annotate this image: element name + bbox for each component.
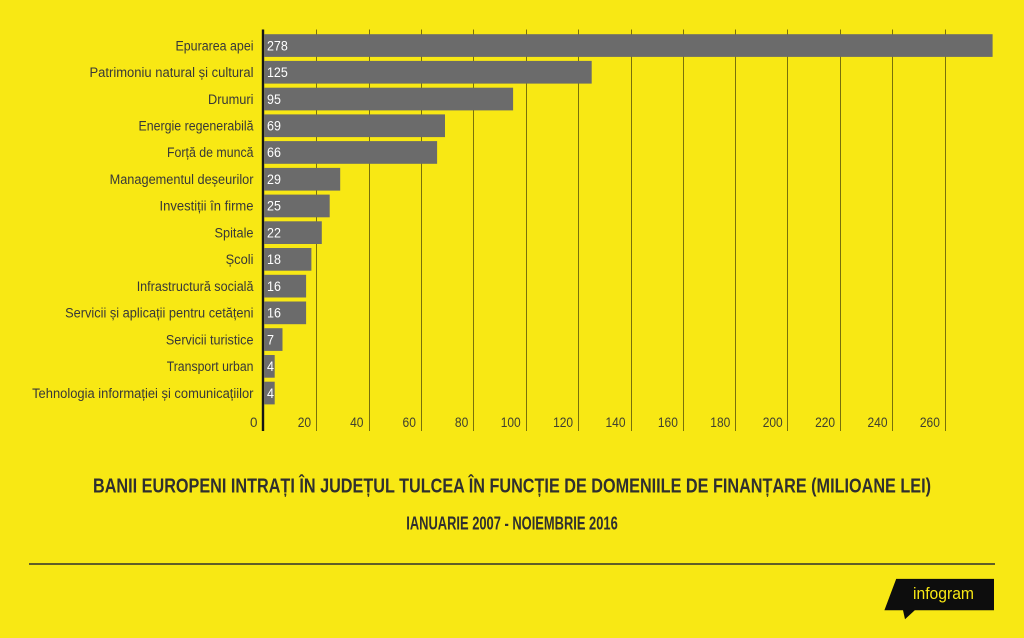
svg-text:Spitale: Spitale <box>215 225 254 240</box>
svg-text:120: 120 <box>553 415 573 430</box>
svg-text:29: 29 <box>267 171 281 187</box>
svg-text:69: 69 <box>267 118 281 134</box>
svg-text:IANUARIE 2007 - NOIEMBRIE 2016: IANUARIE 2007 - NOIEMBRIE 2016 <box>406 514 618 534</box>
svg-text:20: 20 <box>298 415 311 430</box>
svg-text:200: 200 <box>763 415 783 430</box>
svg-text:80: 80 <box>455 415 468 430</box>
svg-text:95: 95 <box>267 91 281 107</box>
svg-text:22: 22 <box>267 224 281 240</box>
svg-text:Servicii și aplicații pentru c: Servicii și aplicații pentru cetățeni <box>65 306 253 321</box>
svg-text:Managementul deșeurilor: Managementul deșeurilor <box>110 172 254 187</box>
svg-text:125: 125 <box>267 64 288 80</box>
svg-text:Transport urban: Transport urban <box>167 359 254 374</box>
svg-text:Forță de muncă: Forță de muncă <box>167 145 254 160</box>
svg-text:4: 4 <box>267 385 274 401</box>
svg-text:Servicii turistice: Servicii turistice <box>166 332 254 347</box>
svg-text:Infrastructură socială: Infrastructură socială <box>137 279 254 294</box>
svg-text:25: 25 <box>267 198 281 214</box>
svg-text:278: 278 <box>267 37 288 53</box>
svg-text:BANII EUROPENI INTRAȚI ÎN JUDE: BANII EUROPENI INTRAȚI ÎN JUDEȚUL TULCEA… <box>93 474 931 498</box>
svg-text:infogram: infogram <box>913 585 974 603</box>
svg-text:140: 140 <box>606 415 626 430</box>
svg-text:40: 40 <box>350 415 363 430</box>
svg-text:Investiții în firme: Investiții în firme <box>160 199 254 214</box>
svg-text:18: 18 <box>267 251 281 267</box>
svg-text:180: 180 <box>710 415 730 430</box>
svg-text:Drumuri: Drumuri <box>208 92 254 107</box>
svg-text:260: 260 <box>920 415 940 430</box>
svg-text:Școli: Școli <box>226 252 254 267</box>
svg-text:220: 220 <box>815 415 835 430</box>
svg-text:16: 16 <box>267 278 281 294</box>
svg-text:240: 240 <box>868 415 888 430</box>
svg-text:Energie regenerabilă: Energie regenerabilă <box>139 119 254 134</box>
svg-text:Epurarea apei: Epurarea apei <box>176 38 254 53</box>
svg-text:Patrimoniu natural și cultural: Patrimoniu natural și cultural <box>90 65 254 80</box>
svg-text:0: 0 <box>250 415 257 430</box>
svg-text:4: 4 <box>267 358 274 374</box>
svg-text:Tehnologia informației și comu: Tehnologia informației și comunicațiilor <box>32 386 254 401</box>
svg-text:100: 100 <box>501 415 521 430</box>
svg-text:16: 16 <box>267 305 281 321</box>
svg-text:60: 60 <box>403 415 416 430</box>
svg-text:160: 160 <box>658 415 678 430</box>
svg-text:66: 66 <box>267 144 281 160</box>
svg-text:7: 7 <box>267 331 274 347</box>
